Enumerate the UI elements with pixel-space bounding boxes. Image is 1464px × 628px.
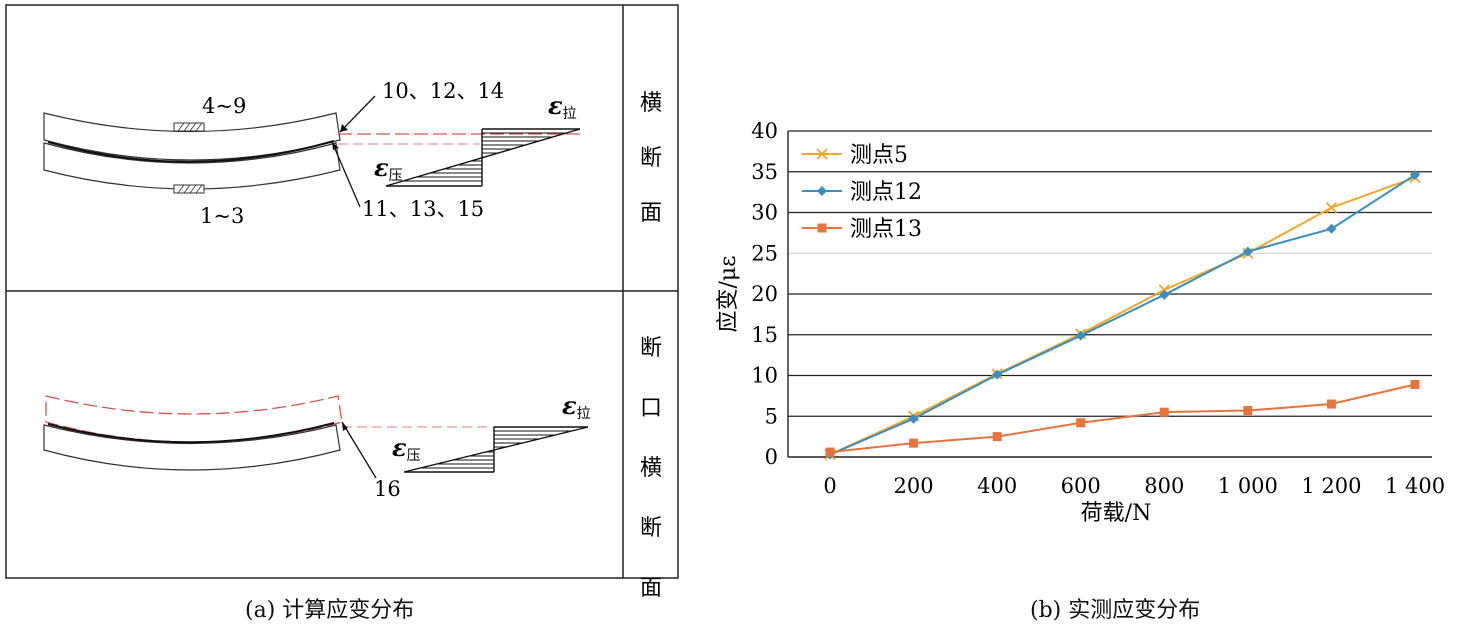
side-label-fracture-cross-section: 断口横断面 xyxy=(640,336,662,601)
label-points-11-13-15: 11、13、15 xyxy=(362,197,484,221)
y-tick-label: 15 xyxy=(751,323,778,347)
data-point xyxy=(1159,289,1170,300)
epsilon-tension-symbol-bottom: ε拉 xyxy=(562,391,591,422)
panel-a: 横断面 断口横断面 4~9 1~3 10、12、14 11、13、15 xyxy=(0,0,690,624)
data-point xyxy=(1076,418,1086,428)
y-axis-label: 应变/με xyxy=(716,255,741,332)
x-tick-label: 200 xyxy=(894,474,934,498)
label-points-10-12-14: 10、12、14 xyxy=(382,79,504,103)
computed-strain-diagram: 横断面 断口横断面 4~9 1~3 10、12、14 11、13、15 xyxy=(5,4,679,601)
legend-label: 测点13 xyxy=(850,217,922,242)
data-point xyxy=(1159,407,1169,417)
chart-grid xyxy=(788,130,1432,417)
chart-legend: 测点5 测点12 测点13 xyxy=(802,143,922,242)
top-beam-lower xyxy=(43,140,341,190)
legend-label: 测点5 xyxy=(850,143,908,168)
legend-label: 测点12 xyxy=(850,180,922,205)
data-point xyxy=(909,438,919,448)
x-tick-label: 600 xyxy=(1061,474,1101,498)
leader-line-point-16 xyxy=(341,421,377,479)
leader-line-bottom-points xyxy=(331,141,361,208)
leader-line-top-points xyxy=(339,95,376,133)
x-tick-label: 800 xyxy=(1144,474,1184,498)
gauge-lower-hatch xyxy=(173,184,205,194)
data-point xyxy=(825,447,835,457)
data-point xyxy=(1326,399,1336,409)
gauge-upper-hatch xyxy=(173,122,205,132)
data-point xyxy=(992,432,1002,442)
arrowhead-icon xyxy=(340,124,348,132)
series-line xyxy=(829,174,1416,456)
data-point xyxy=(817,186,827,196)
y-tick-label: 5 xyxy=(765,404,778,428)
data-point xyxy=(816,148,828,160)
data-point xyxy=(1410,170,1420,181)
x-tick-labels: 0 200 400 600 800 1 000 1 200 1 400 xyxy=(823,474,1445,498)
data-point xyxy=(908,413,919,424)
panel-b: 0 5 10 15 20 25 30 35 40 0 200 400 600 800 1 000 1 200… xyxy=(690,0,1464,624)
x-tick-label: 1 400 xyxy=(1385,474,1445,498)
top-beam-upper xyxy=(43,112,341,161)
x-tick-label: 0 xyxy=(823,474,836,498)
data-point xyxy=(1325,201,1338,214)
series-line xyxy=(829,176,1416,456)
data-point xyxy=(817,223,827,233)
series-3 xyxy=(825,379,1420,457)
x-tick-label: 1 200 xyxy=(1301,474,1361,498)
epsilon-tension-symbol-top: ε拉 xyxy=(548,91,577,122)
side-label-cross-section: 横断面 xyxy=(640,91,662,226)
data-point-stroke xyxy=(1325,201,1338,214)
data-point xyxy=(1242,246,1253,257)
bottom-beam xyxy=(43,422,341,471)
legend-item: 测点13 xyxy=(802,217,922,242)
y-tick-label: 0 xyxy=(765,445,778,469)
y-tick-labels: 0 5 10 15 20 25 30 35 40 xyxy=(751,119,778,469)
label-point-16: 16 xyxy=(374,477,401,501)
epsilon-compression-symbol-top: ε压 xyxy=(374,153,403,184)
legend-item: 测点5 xyxy=(802,143,908,168)
chart-axes xyxy=(787,131,1432,458)
arrowhead-icon xyxy=(332,142,339,150)
caption-b: (b) 实测应变分布 xyxy=(1030,598,1201,623)
gauge-label-1-3: 1~3 xyxy=(200,204,244,228)
y-tick-label: 20 xyxy=(751,282,778,306)
data-point xyxy=(1075,330,1086,341)
gauge-label-4-9: 4~9 xyxy=(202,94,246,118)
arrowhead-icon xyxy=(342,422,348,431)
caption-a: (a) 计算应变分布 xyxy=(245,598,415,623)
data-point xyxy=(1410,379,1420,389)
y-tick-label: 25 xyxy=(751,241,778,265)
x-tick-label: 1 000 xyxy=(1218,474,1278,498)
series-line xyxy=(829,383,1416,454)
chart-series xyxy=(824,170,1421,461)
strain-distribution-bottom xyxy=(403,426,589,473)
strain-distribution-top xyxy=(385,128,581,187)
y-tick-label: 10 xyxy=(751,364,778,388)
data-point xyxy=(1326,223,1337,234)
y-tick-label: 35 xyxy=(751,160,778,184)
y-tick-label: 30 xyxy=(751,201,778,225)
epsilon-compression-symbol-bottom: ε压 xyxy=(392,433,421,464)
data-point xyxy=(992,369,1003,380)
data-point-stroke xyxy=(816,148,828,160)
measured-strain-chart: 0 5 10 15 20 25 30 35 40 0 200 400 600 800 1 000 1 200… xyxy=(716,119,1445,526)
x-tick-label: 400 xyxy=(977,474,1017,498)
legend-item: 测点12 xyxy=(802,180,922,205)
y-tick-label: 40 xyxy=(751,119,778,143)
data-point xyxy=(1243,406,1253,416)
x-axis-label: 荷载/N xyxy=(1081,501,1152,526)
